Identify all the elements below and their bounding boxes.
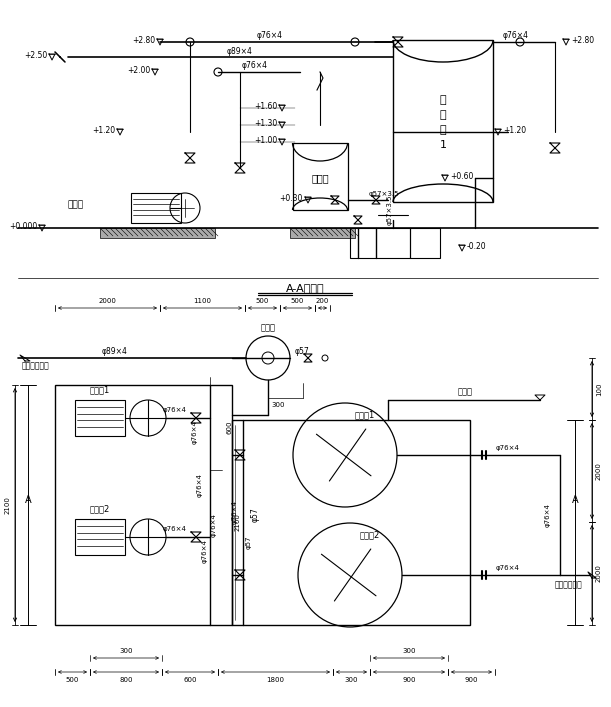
Text: φ76×4: φ76×4 (232, 500, 238, 524)
Bar (131, 193, 181, 223)
Text: 300: 300 (271, 402, 285, 408)
Text: +0.30: +0.30 (280, 194, 303, 203)
Bar (293, 143, 348, 210)
Text: +1.60: +1.60 (254, 102, 277, 111)
Text: -0.20: -0.20 (467, 242, 486, 251)
Text: 1800: 1800 (266, 677, 285, 683)
Text: φ76×4: φ76×4 (503, 32, 529, 40)
Text: φ76×4: φ76×4 (545, 503, 551, 527)
Text: +0.60: +0.60 (450, 172, 474, 181)
Text: φ76×4: φ76×4 (192, 420, 198, 444)
Bar (350, 228, 410, 258)
Bar (232, 420, 470, 625)
Text: 500: 500 (66, 677, 79, 683)
Text: φ57×3.5: φ57×3.5 (369, 191, 400, 197)
Text: φ76×4: φ76×4 (211, 513, 217, 537)
Bar (290, 228, 355, 238)
Text: 2100: 2100 (235, 513, 241, 531)
Bar (75, 519, 125, 555)
Text: 600: 600 (227, 420, 233, 434)
Text: φ76×4: φ76×4 (163, 407, 187, 413)
Text: 2000: 2000 (98, 298, 117, 304)
Text: 800: 800 (119, 677, 133, 683)
Text: φ76×4: φ76×4 (163, 526, 187, 532)
Text: φ76×4: φ76×4 (257, 32, 283, 40)
Text: 接自工艺管网: 接自工艺管网 (22, 361, 49, 370)
Text: +1.00: +1.00 (254, 136, 277, 145)
Text: φ76×4: φ76×4 (496, 565, 520, 571)
Text: 300: 300 (345, 677, 358, 683)
Bar (100, 228, 215, 238)
Text: 300: 300 (119, 648, 133, 654)
Text: 900: 900 (465, 677, 478, 683)
Text: 2100: 2100 (5, 496, 11, 514)
Text: φ76×4: φ76×4 (202, 539, 208, 563)
Text: 过滤器: 过滤器 (311, 173, 329, 183)
Text: +2.00: +2.00 (126, 66, 150, 75)
Text: φ89×4: φ89×4 (227, 47, 253, 56)
Text: A-A部面图: A-A部面图 (286, 283, 324, 293)
Text: φ76×4: φ76×4 (197, 473, 203, 497)
Text: 1100: 1100 (194, 298, 211, 304)
Text: φ76×4: φ76×4 (496, 445, 520, 451)
Text: +1.20: +1.20 (92, 126, 115, 135)
Text: 100: 100 (596, 382, 602, 396)
Text: 反应器2: 反应器2 (360, 530, 380, 539)
Text: 300: 300 (402, 648, 415, 654)
Text: 500: 500 (291, 298, 304, 304)
Bar (393, 40, 493, 202)
Text: 1: 1 (439, 140, 447, 150)
Text: A: A (24, 495, 31, 505)
Text: φ57×3.5: φ57×3.5 (387, 194, 393, 226)
Text: +2.80: +2.80 (571, 36, 594, 45)
Text: 过滤器: 过滤器 (260, 324, 276, 332)
Text: 2000: 2000 (596, 462, 602, 480)
Text: +0.000: +0.000 (9, 222, 37, 231)
Text: 器: 器 (440, 125, 446, 135)
Text: 600: 600 (183, 677, 197, 683)
Bar (75, 400, 125, 436)
Bar (55, 385, 232, 625)
Text: 排水沟: 排水沟 (458, 387, 472, 397)
Text: 500: 500 (256, 298, 269, 304)
Text: φ89×4: φ89×4 (102, 346, 128, 356)
Text: 2000: 2000 (596, 565, 602, 583)
Text: 应: 应 (440, 110, 446, 120)
Text: φ57: φ57 (295, 346, 309, 356)
Bar (410, 228, 440, 258)
Text: +1.20: +1.20 (503, 126, 526, 135)
Text: 接至工艺管网: 接至工艺管网 (555, 580, 583, 590)
Text: +2.50: +2.50 (24, 51, 47, 60)
Text: A: A (572, 495, 579, 505)
Text: 加压泵1: 加压泵1 (90, 385, 110, 395)
Text: 200: 200 (316, 298, 329, 304)
Text: φ57: φ57 (251, 508, 260, 522)
Text: 加压泵2: 加压泵2 (90, 505, 110, 513)
Text: +2.80: +2.80 (132, 36, 155, 45)
Text: 反: 反 (440, 95, 446, 105)
Text: 加压泵: 加压泵 (68, 201, 84, 209)
Text: 反应器1: 反应器1 (355, 411, 375, 419)
Text: φ57: φ57 (246, 535, 252, 549)
Text: +1.30: +1.30 (254, 119, 277, 128)
Text: 900: 900 (402, 677, 415, 683)
Text: φ76×4: φ76×4 (242, 62, 268, 71)
